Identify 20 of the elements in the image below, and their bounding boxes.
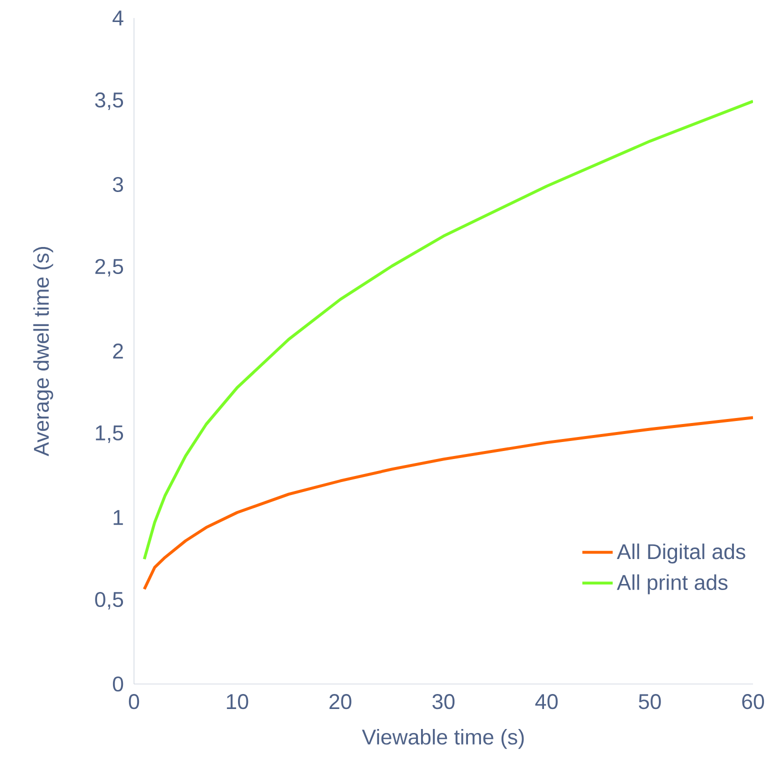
y-axis-title: Average dwell time (s) (33, 247, 54, 456)
y-tick-label: 1,5 (96, 426, 124, 443)
y-tick-label: 0 (112, 676, 124, 692)
y-tick-label: 2 (113, 344, 123, 358)
x-tick-label: 60 (742, 694, 764, 710)
y-tick-label: 0,5 (95, 592, 124, 610)
x-axis-title: Viewable time (s) (362, 728, 524, 749)
x-tick-label: 10 (226, 694, 248, 710)
y-tick-label: 3,5 (95, 92, 124, 110)
x-tick-label: 40 (535, 694, 558, 710)
legend-label: All print ads (616, 574, 728, 594)
x-tick-label: 0 (128, 694, 140, 710)
x-tick-label: 30 (432, 694, 455, 710)
y-tick-label: 4 (112, 10, 124, 26)
y-tick-label: 3 (112, 176, 124, 192)
y-tick-label: 2,5 (95, 258, 124, 277)
x-tick-label: 50 (638, 694, 661, 710)
x-tick-label: 20 (330, 694, 352, 710)
y-tick-label: 1 (114, 510, 123, 525)
legend-label: All Digital ads (616, 544, 746, 564)
